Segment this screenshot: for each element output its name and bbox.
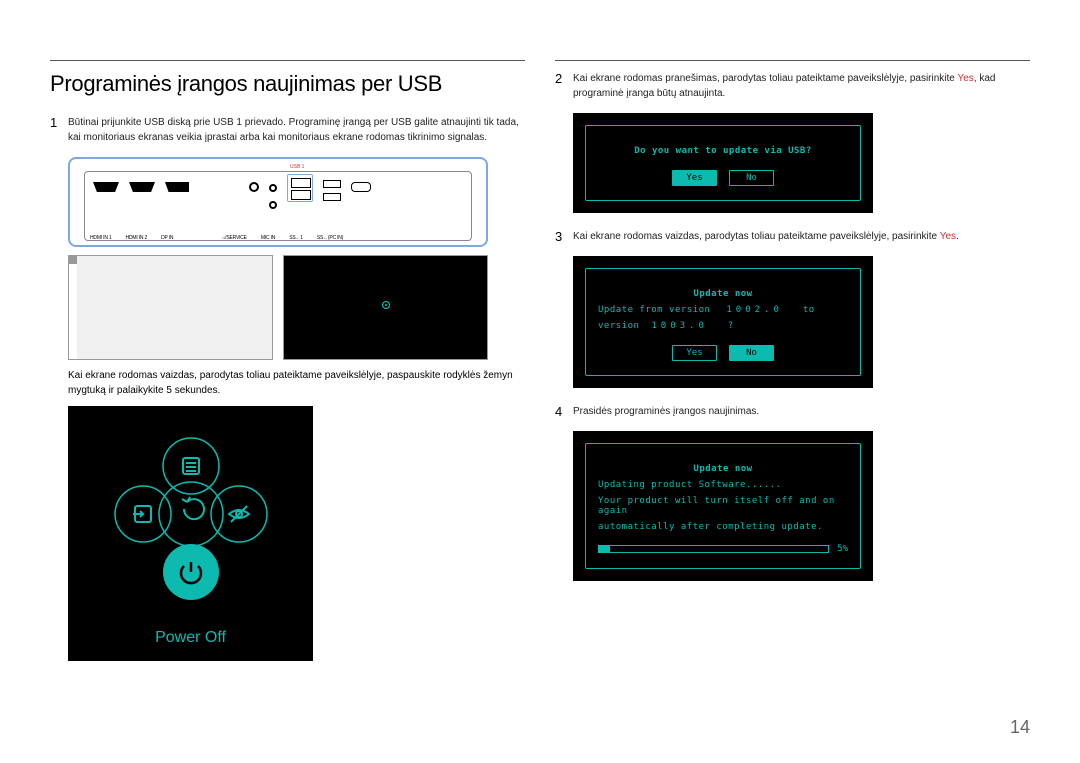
- step-1-substep: Kai ekrane rodomas vaizdas, parodytas to…: [68, 368, 525, 398]
- step-text: Būtinai prijunkite USB diską prie USB 1 …: [68, 115, 525, 145]
- no-button[interactable]: No: [729, 345, 774, 361]
- step-text: Kai ekrane rodomas vaizdas, parodytas to…: [573, 229, 959, 244]
- usb-1-port-icon: USB 1: [287, 174, 313, 202]
- step-text: Prasidės programinės įrangos naujinimas.: [573, 404, 759, 419]
- step-1: 1 Būtinai prijunkite USB diską prie USB …: [50, 115, 525, 145]
- screenshot-normal: [68, 255, 273, 360]
- dialog-updating: Update now Updating product Software....…: [573, 431, 873, 581]
- port-labels-row: HDMI IN 1 HDMI IN 2 DP IN ⌂/SERVICE MIC …: [90, 235, 466, 241]
- updating-line2: Your product will turn itself off and on…: [598, 496, 848, 516]
- screenshot-check-signal: [283, 255, 488, 360]
- progress-percent: 5%: [837, 544, 848, 554]
- yes-button[interactable]: Yes: [672, 345, 717, 361]
- progress-bar: [598, 545, 829, 553]
- dialog-title: Update now: [598, 464, 848, 474]
- update-version-line1: Update from version 1002.0 to: [598, 305, 848, 315]
- step-number: 4: [555, 404, 573, 419]
- usbc-pc-in-icon: [351, 182, 371, 192]
- dialog-usb-update: Do you want to update via USB? Yes No: [573, 113, 873, 213]
- page-title: Programinės įrangos naujinimas per USB: [50, 71, 525, 97]
- dial-icon: [91, 424, 291, 644]
- step-number: 2: [555, 71, 573, 101]
- navigation-dial: Power Off: [68, 406, 313, 661]
- step-text: Kai ekrane rodomas pranešimas, parodytas…: [573, 71, 1030, 101]
- step-4: 4 Prasidės programinės įrangos naujinima…: [555, 404, 1030, 419]
- updating-line3: automatically after completing update.: [598, 522, 848, 532]
- progress: 5%: [598, 544, 848, 554]
- dp-in-port-icon: [165, 182, 189, 192]
- progress-fill: [599, 546, 610, 552]
- step-number: 1: [50, 115, 68, 145]
- left-column: Programinės įrangos naujinimas per USB 1…: [50, 60, 525, 661]
- hdmi-in-2-port-icon: [129, 182, 155, 192]
- usb-1-label: USB 1: [290, 164, 304, 170]
- step-2: 2 Kai ekrane rodomas pranešimas, parodyt…: [555, 71, 1030, 101]
- step-number: 3: [555, 229, 573, 244]
- right-column: 2 Kai ekrane rodomas pranešimas, parodyt…: [555, 60, 1030, 661]
- dialog-update-now: Update now Update from version 1002.0 to…: [573, 256, 873, 388]
- no-button[interactable]: No: [729, 170, 774, 186]
- ss-2-port-icon: [323, 193, 341, 201]
- step-3: 3 Kai ekrane rodomas vaizdas, parodytas …: [555, 229, 1030, 244]
- update-version-line2: version 1003.0 ?: [598, 321, 848, 331]
- mic-out-icon: [269, 201, 277, 209]
- dialog-title: Do you want to update via USB?: [598, 146, 848, 156]
- power-off-label: Power Off: [68, 629, 313, 647]
- updating-line1: Updating product Software......: [598, 480, 848, 490]
- hdmi-in-1-port-icon: [93, 182, 119, 192]
- dialog-title: Update now: [598, 289, 848, 299]
- ports-panel: USB 1 HDMI IN 1 HDMI IN 2 DP IN ⌂/SERVIC…: [68, 157, 488, 247]
- yes-button[interactable]: Yes: [672, 170, 717, 186]
- mic-in-icon: [269, 184, 277, 192]
- service-jack-icon: [249, 182, 259, 192]
- ss-1-port-icon: [323, 180, 341, 188]
- page-number: 14: [1010, 717, 1030, 738]
